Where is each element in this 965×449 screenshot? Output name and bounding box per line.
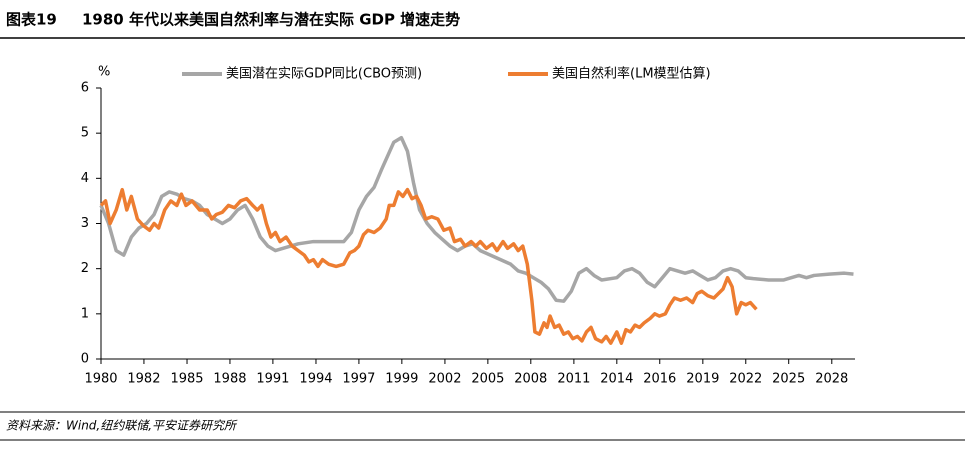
series-line — [99, 135, 854, 303]
x-tick-label: 2014 — [600, 372, 633, 387]
x-tick-label: 1985 — [170, 372, 203, 387]
chart-title: 1980 年代以来美国自然利率与潜在实际 GDP 增速走势 — [82, 11, 460, 29]
y-tick-label: 6 — [81, 81, 89, 96]
legend-label: 美国自然利率(LM模型估算) — [552, 66, 711, 82]
y-tick-label: 5 — [81, 126, 89, 141]
y-tick-label: 2 — [81, 261, 89, 276]
x-tick-label: 1994 — [299, 372, 332, 387]
y-tick-label: 3 — [81, 216, 89, 231]
x-tick-label: 1999 — [385, 372, 418, 387]
x-tick-label: 2002 — [428, 372, 461, 387]
x-tick-label: 2005 — [471, 372, 504, 387]
y-tick-label: 4 — [81, 171, 89, 186]
series-line — [99, 187, 758, 345]
x-tick-label: 2019 — [686, 372, 719, 387]
x-tick-label: 1980 — [84, 372, 117, 387]
x-tick-label: 2022 — [729, 372, 762, 387]
x-tick-label: 2025 — [772, 372, 805, 387]
y-axis-label: % — [98, 65, 110, 80]
figure-label: 图表19 — [6, 11, 57, 29]
y-tick-label: 0 — [81, 352, 89, 367]
x-tick-label: 2008 — [514, 372, 547, 387]
x-tick-label: 2011 — [557, 372, 590, 387]
x-tick-label: 2016 — [643, 372, 676, 387]
x-tick-label: 1991 — [256, 372, 289, 387]
x-tick-label: 2028 — [815, 372, 848, 387]
x-tick-label: 1982 — [127, 372, 160, 387]
legend-label: 美国潜在实际GDP同比(CBO预测) — [226, 67, 422, 82]
y-tick-label: 1 — [81, 306, 89, 321]
x-tick-label: 1997 — [342, 372, 375, 387]
x-tick-label: 1988 — [213, 372, 246, 387]
source: 资料来源：Wind,纽约联储,平安证券研究所 — [6, 419, 238, 433]
